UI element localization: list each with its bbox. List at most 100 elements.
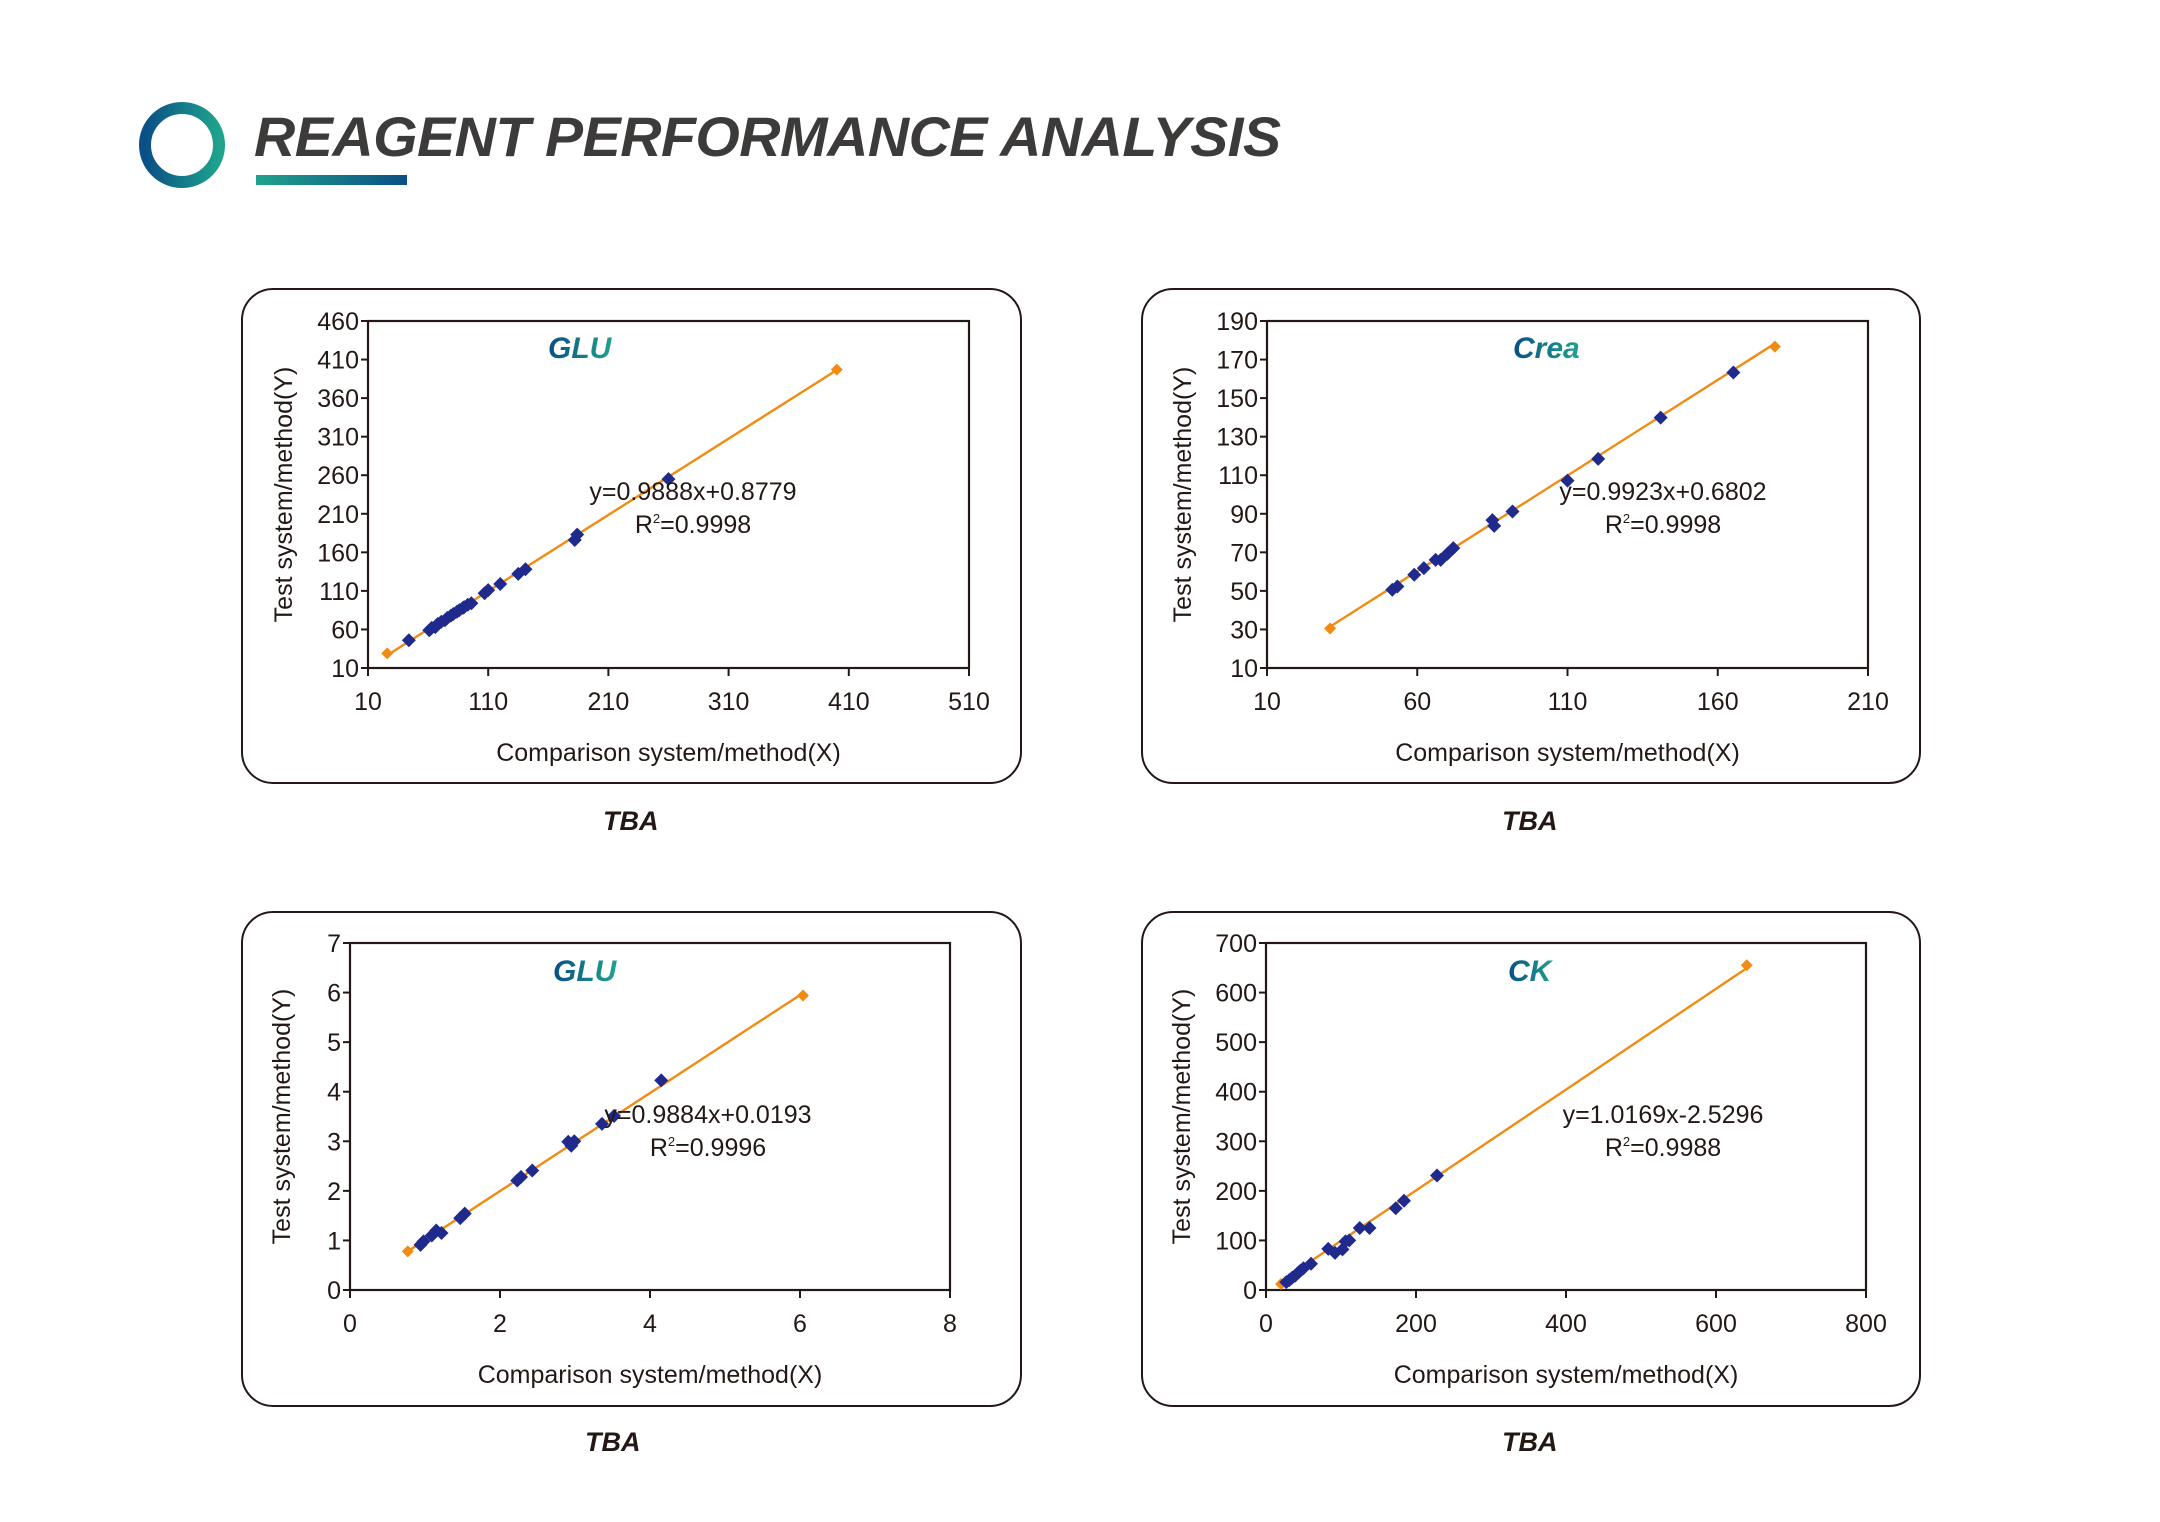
x-tick-label: 4: [643, 1310, 657, 1338]
data-point: [493, 576, 508, 591]
y-axis-title: Test system/method(Y): [268, 989, 296, 1245]
x-tick-label: 400: [1545, 1310, 1587, 1338]
y-tick-label: 10: [331, 655, 359, 683]
data-point: [1416, 561, 1431, 576]
y-tick-label: 170: [1216, 347, 1258, 375]
x-tick-label: 10: [1253, 688, 1281, 716]
data-point: [481, 583, 496, 598]
y-tick-label: 600: [1215, 980, 1257, 1008]
r-squared-value: =0.9998: [660, 511, 751, 539]
data-point: [1342, 1233, 1357, 1248]
y-tick-label: 7: [327, 930, 341, 958]
x-tick-label: 200: [1395, 1310, 1437, 1338]
y-tick-label: 110: [319, 578, 359, 606]
r-squared-value: =0.9996: [675, 1134, 766, 1162]
regression-equation: y=0.9888x+0.8779: [589, 478, 796, 506]
data-point: [567, 532, 582, 547]
x-axis-title: Comparison system/method(X): [496, 739, 841, 767]
y-tick-label: 2: [327, 1178, 341, 1206]
y-tick-label: 6: [327, 980, 341, 1008]
y-tick-label: 200: [1215, 1178, 1257, 1206]
chart-panel-ck: 0 100 200 300 400 500 600 700 0 200 400 600 800 Compa…: [1141, 911, 1921, 1407]
series-title: GLU: [548, 332, 613, 365]
data-point: [1362, 1221, 1377, 1236]
x-tick-label: 410: [828, 688, 870, 716]
y-tick-label: 500: [1215, 1029, 1257, 1057]
x-tick-label: 800: [1845, 1310, 1887, 1338]
y-tick-label: 4: [327, 1079, 341, 1107]
data-point: [464, 596, 479, 611]
y-tick-label: 100: [1215, 1227, 1257, 1255]
data-point: [1591, 451, 1606, 466]
data-point: [525, 1163, 540, 1178]
data-point: [434, 1225, 449, 1240]
chart-caption: TBA: [585, 1427, 641, 1457]
r-squared: R2=0.9998: [1605, 511, 1721, 539]
y-tick-label: 3: [327, 1128, 341, 1156]
y-tick-label: 210: [317, 501, 359, 529]
regression-equation: y=1.0169x-2.5296: [1563, 1101, 1764, 1129]
x-tick-label: 160: [1697, 688, 1739, 716]
x-tick-label: 310: [708, 688, 750, 716]
y-axis-title: Test system/method(Y): [1168, 989, 1196, 1245]
ring-logo-icon: [139, 102, 225, 188]
x-tick-label: 110: [468, 688, 508, 716]
endpoint-marker: [797, 989, 809, 1002]
x-tick-label: 60: [1403, 688, 1431, 716]
y-tick-label: 460: [317, 308, 359, 336]
data-point: [518, 562, 533, 577]
chart-glu-2: 0 1 2 3 4 5 6 7 0 2 4 6 8 Comparison system/method(X)…: [268, 930, 957, 1389]
y-tick-label: 130: [1216, 424, 1258, 452]
y-tick-label: 5: [327, 1029, 341, 1057]
chart-panel-glu-2: 0 1 2 3 4 5 6 7 0 2 4 6 8 Comparison system/method(X)…: [241, 911, 1022, 1407]
data-point: [457, 1206, 472, 1221]
y-tick-label: 260: [317, 462, 359, 490]
data-point: [1352, 1221, 1367, 1236]
data-point: [416, 1234, 431, 1249]
data-point: [1440, 546, 1455, 561]
y-tick-label: 1: [327, 1227, 341, 1255]
x-tick-label: 600: [1695, 1310, 1737, 1338]
y-tick-label: 160: [317, 539, 359, 567]
x-tick-label: 10: [354, 688, 382, 716]
page-title: REAGENT PERFORMANCE ANALYSIS: [254, 105, 1281, 168]
r-squared-exponent: 2: [653, 511, 660, 526]
data-point: [1505, 504, 1520, 519]
data-point: [1390, 579, 1405, 594]
y-axis-title: Test system/method(Y): [1169, 367, 1197, 623]
endpoint-marker: [401, 1245, 414, 1258]
r-squared-exponent: 2: [1623, 1134, 1630, 1149]
chart-ck: 0 100 200 300 400 500 600 700 0 200 400 600 800 Compa…: [1168, 930, 1887, 1389]
data-point: [514, 1169, 528, 1184]
y-tick-label: 90: [1230, 501, 1258, 529]
r-squared-value: =0.9998: [1630, 511, 1721, 539]
series-title: Crea: [1513, 332, 1580, 365]
title-underline: [256, 175, 407, 185]
y-tick-label: 310: [317, 424, 359, 452]
x-tick-label: 510: [948, 688, 990, 716]
y-tick-label: 700: [1215, 930, 1257, 958]
endpoint-marker: [1324, 622, 1337, 635]
data-point: [1487, 518, 1502, 533]
data-point: [570, 527, 585, 542]
r-squared-exponent: 2: [1623, 511, 1630, 526]
data-point: [1446, 541, 1461, 556]
r-squared: R2=0.9996: [650, 1134, 766, 1162]
data-point: [1653, 410, 1668, 425]
data-point: [1407, 567, 1422, 582]
endpoint-marker: [830, 363, 843, 376]
data-point: [1388, 1201, 1403, 1216]
y-tick-label: 190: [1216, 308, 1258, 336]
y-tick-label: 300: [1215, 1128, 1257, 1156]
data-point: [1560, 473, 1575, 488]
regression-equation: y=0.9923x+0.6802: [1559, 478, 1766, 506]
x-axis-title: Comparison system/method(X): [1394, 1361, 1739, 1389]
chart-caption: TBA: [1502, 806, 1558, 836]
y-tick-label: 70: [1230, 539, 1258, 567]
chart-caption: TBA: [603, 806, 659, 836]
r-squared-symbol: R: [1605, 1134, 1623, 1162]
endpoint-marker: [381, 647, 394, 660]
data-point: [654, 1073, 669, 1088]
